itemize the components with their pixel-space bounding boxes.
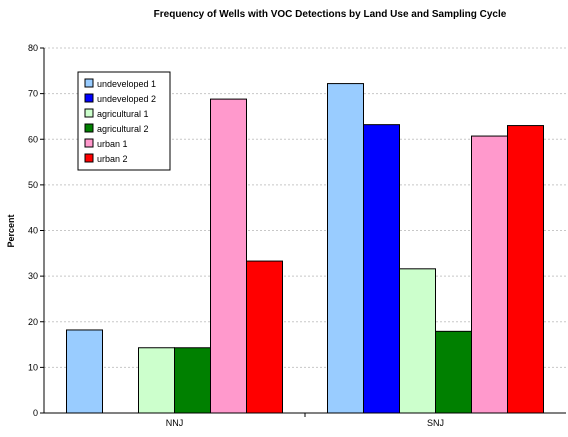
- legend-swatch: [84, 138, 94, 148]
- bar-urban-2-nnj: [246, 260, 283, 414]
- legend-swatch: [84, 93, 94, 103]
- x-tick-labels: NNJ SNJ: [166, 418, 444, 428]
- bar-urban-1-nnj: [210, 98, 247, 414]
- x-tick-label: NNJ: [166, 418, 184, 428]
- legend-entry: undeveloped 1: [97, 79, 156, 89]
- legend-entry: urban 1: [97, 139, 128, 149]
- gridlines: [44, 47, 566, 368]
- y-tick-label: 80: [28, 43, 38, 53]
- legend-swatch: [84, 78, 94, 88]
- y-tick-label: 0: [33, 408, 38, 418]
- bar-agricultural-1-snj: [399, 268, 436, 414]
- y-tick-labels: 0 10 20 30 40 50 60 70 80: [28, 43, 38, 418]
- y-axis-label: Percent: [6, 214, 16, 247]
- bars: [66, 83, 544, 414]
- y-tick-label: 50: [28, 180, 38, 190]
- y-tick-label: 20: [28, 317, 38, 327]
- legend: undeveloped 1 undeveloped 2 agricultural 1…: [77, 71, 171, 171]
- bar-agricultural-2-snj: [435, 330, 472, 414]
- bar-agricultural-2-nnj: [174, 347, 211, 414]
- y-tick-label: 60: [28, 134, 38, 144]
- y-tick-label: 30: [28, 271, 38, 281]
- legend-entry: urban 2: [97, 154, 128, 164]
- bar-agricultural-1-nnj: [138, 347, 175, 414]
- legend-entry: undeveloped 2: [97, 94, 156, 104]
- axes: [40, 47, 566, 417]
- bar-undeveloped-1-snj: [327, 83, 364, 414]
- y-tick-label: 40: [28, 226, 38, 236]
- legend-swatch: [84, 123, 94, 133]
- legend-entry: agricultural 2: [97, 124, 149, 134]
- bar-undeveloped-1-nnj: [66, 329, 103, 414]
- bar-urban-1-snj: [471, 135, 508, 414]
- chart-title: Frequency of Wells with VOC Detections b…: [154, 9, 507, 20]
- bar-undeveloped-2-snj: [363, 124, 400, 414]
- bar-urban-2-snj: [507, 125, 544, 414]
- legend-entry: agricultural 1: [97, 109, 149, 119]
- x-tick-label: SNJ: [427, 418, 444, 428]
- legend-swatch: [84, 153, 94, 163]
- y-tick-label: 70: [28, 89, 38, 99]
- legend-swatch: [84, 108, 94, 118]
- y-tick-label: 10: [28, 362, 38, 372]
